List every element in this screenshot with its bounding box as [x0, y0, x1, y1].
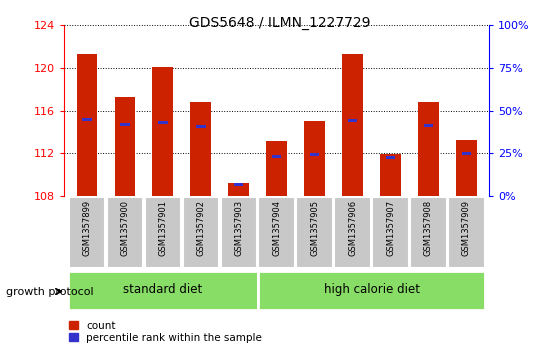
Text: GSM1357909: GSM1357909 — [462, 200, 471, 256]
Text: GSM1357901: GSM1357901 — [158, 200, 167, 256]
FancyBboxPatch shape — [372, 197, 409, 268]
Bar — [234, 183, 244, 186]
FancyBboxPatch shape — [296, 197, 333, 268]
FancyBboxPatch shape — [69, 197, 105, 268]
Text: GSM1357906: GSM1357906 — [348, 200, 357, 256]
Bar — [115, 97, 135, 196]
Text: GSM1357903: GSM1357903 — [234, 200, 243, 256]
FancyBboxPatch shape — [221, 197, 257, 268]
Bar — [348, 119, 357, 122]
Bar — [191, 102, 211, 196]
Bar — [342, 54, 363, 196]
Bar — [418, 102, 439, 196]
Text: standard diet: standard diet — [124, 283, 202, 296]
FancyBboxPatch shape — [410, 197, 447, 268]
FancyBboxPatch shape — [334, 197, 371, 268]
Text: growth protocol: growth protocol — [6, 287, 93, 297]
Bar — [272, 155, 281, 158]
FancyBboxPatch shape — [183, 197, 219, 268]
Text: GSM1357905: GSM1357905 — [310, 200, 319, 256]
Bar — [77, 54, 97, 196]
Legend: count, percentile rank within the sample: count, percentile rank within the sample — [69, 321, 262, 343]
Bar — [456, 139, 477, 196]
Bar — [310, 153, 319, 156]
Bar — [304, 121, 325, 196]
Bar — [153, 67, 173, 196]
Text: GSM1357908: GSM1357908 — [424, 200, 433, 256]
Bar — [158, 121, 168, 124]
Text: GSM1357899: GSM1357899 — [83, 200, 92, 256]
Text: GSM1357902: GSM1357902 — [196, 200, 205, 256]
Bar — [228, 183, 249, 196]
FancyBboxPatch shape — [448, 197, 485, 268]
Bar — [462, 152, 471, 155]
FancyBboxPatch shape — [107, 197, 143, 268]
Bar — [82, 118, 92, 121]
Text: GSM1357907: GSM1357907 — [386, 200, 395, 256]
Text: GSM1357900: GSM1357900 — [121, 200, 130, 256]
FancyBboxPatch shape — [258, 271, 485, 310]
Text: GSM1357904: GSM1357904 — [272, 200, 281, 256]
Bar — [120, 123, 130, 126]
Text: high calorie diet: high calorie diet — [324, 283, 420, 296]
FancyBboxPatch shape — [145, 197, 181, 268]
Bar — [266, 140, 287, 196]
Bar — [380, 154, 401, 196]
FancyBboxPatch shape — [68, 271, 258, 310]
Bar — [424, 124, 433, 127]
FancyBboxPatch shape — [258, 197, 295, 268]
Bar — [386, 156, 395, 159]
Bar — [196, 125, 206, 128]
Text: GDS5648 / ILMN_1227729: GDS5648 / ILMN_1227729 — [189, 16, 370, 30]
